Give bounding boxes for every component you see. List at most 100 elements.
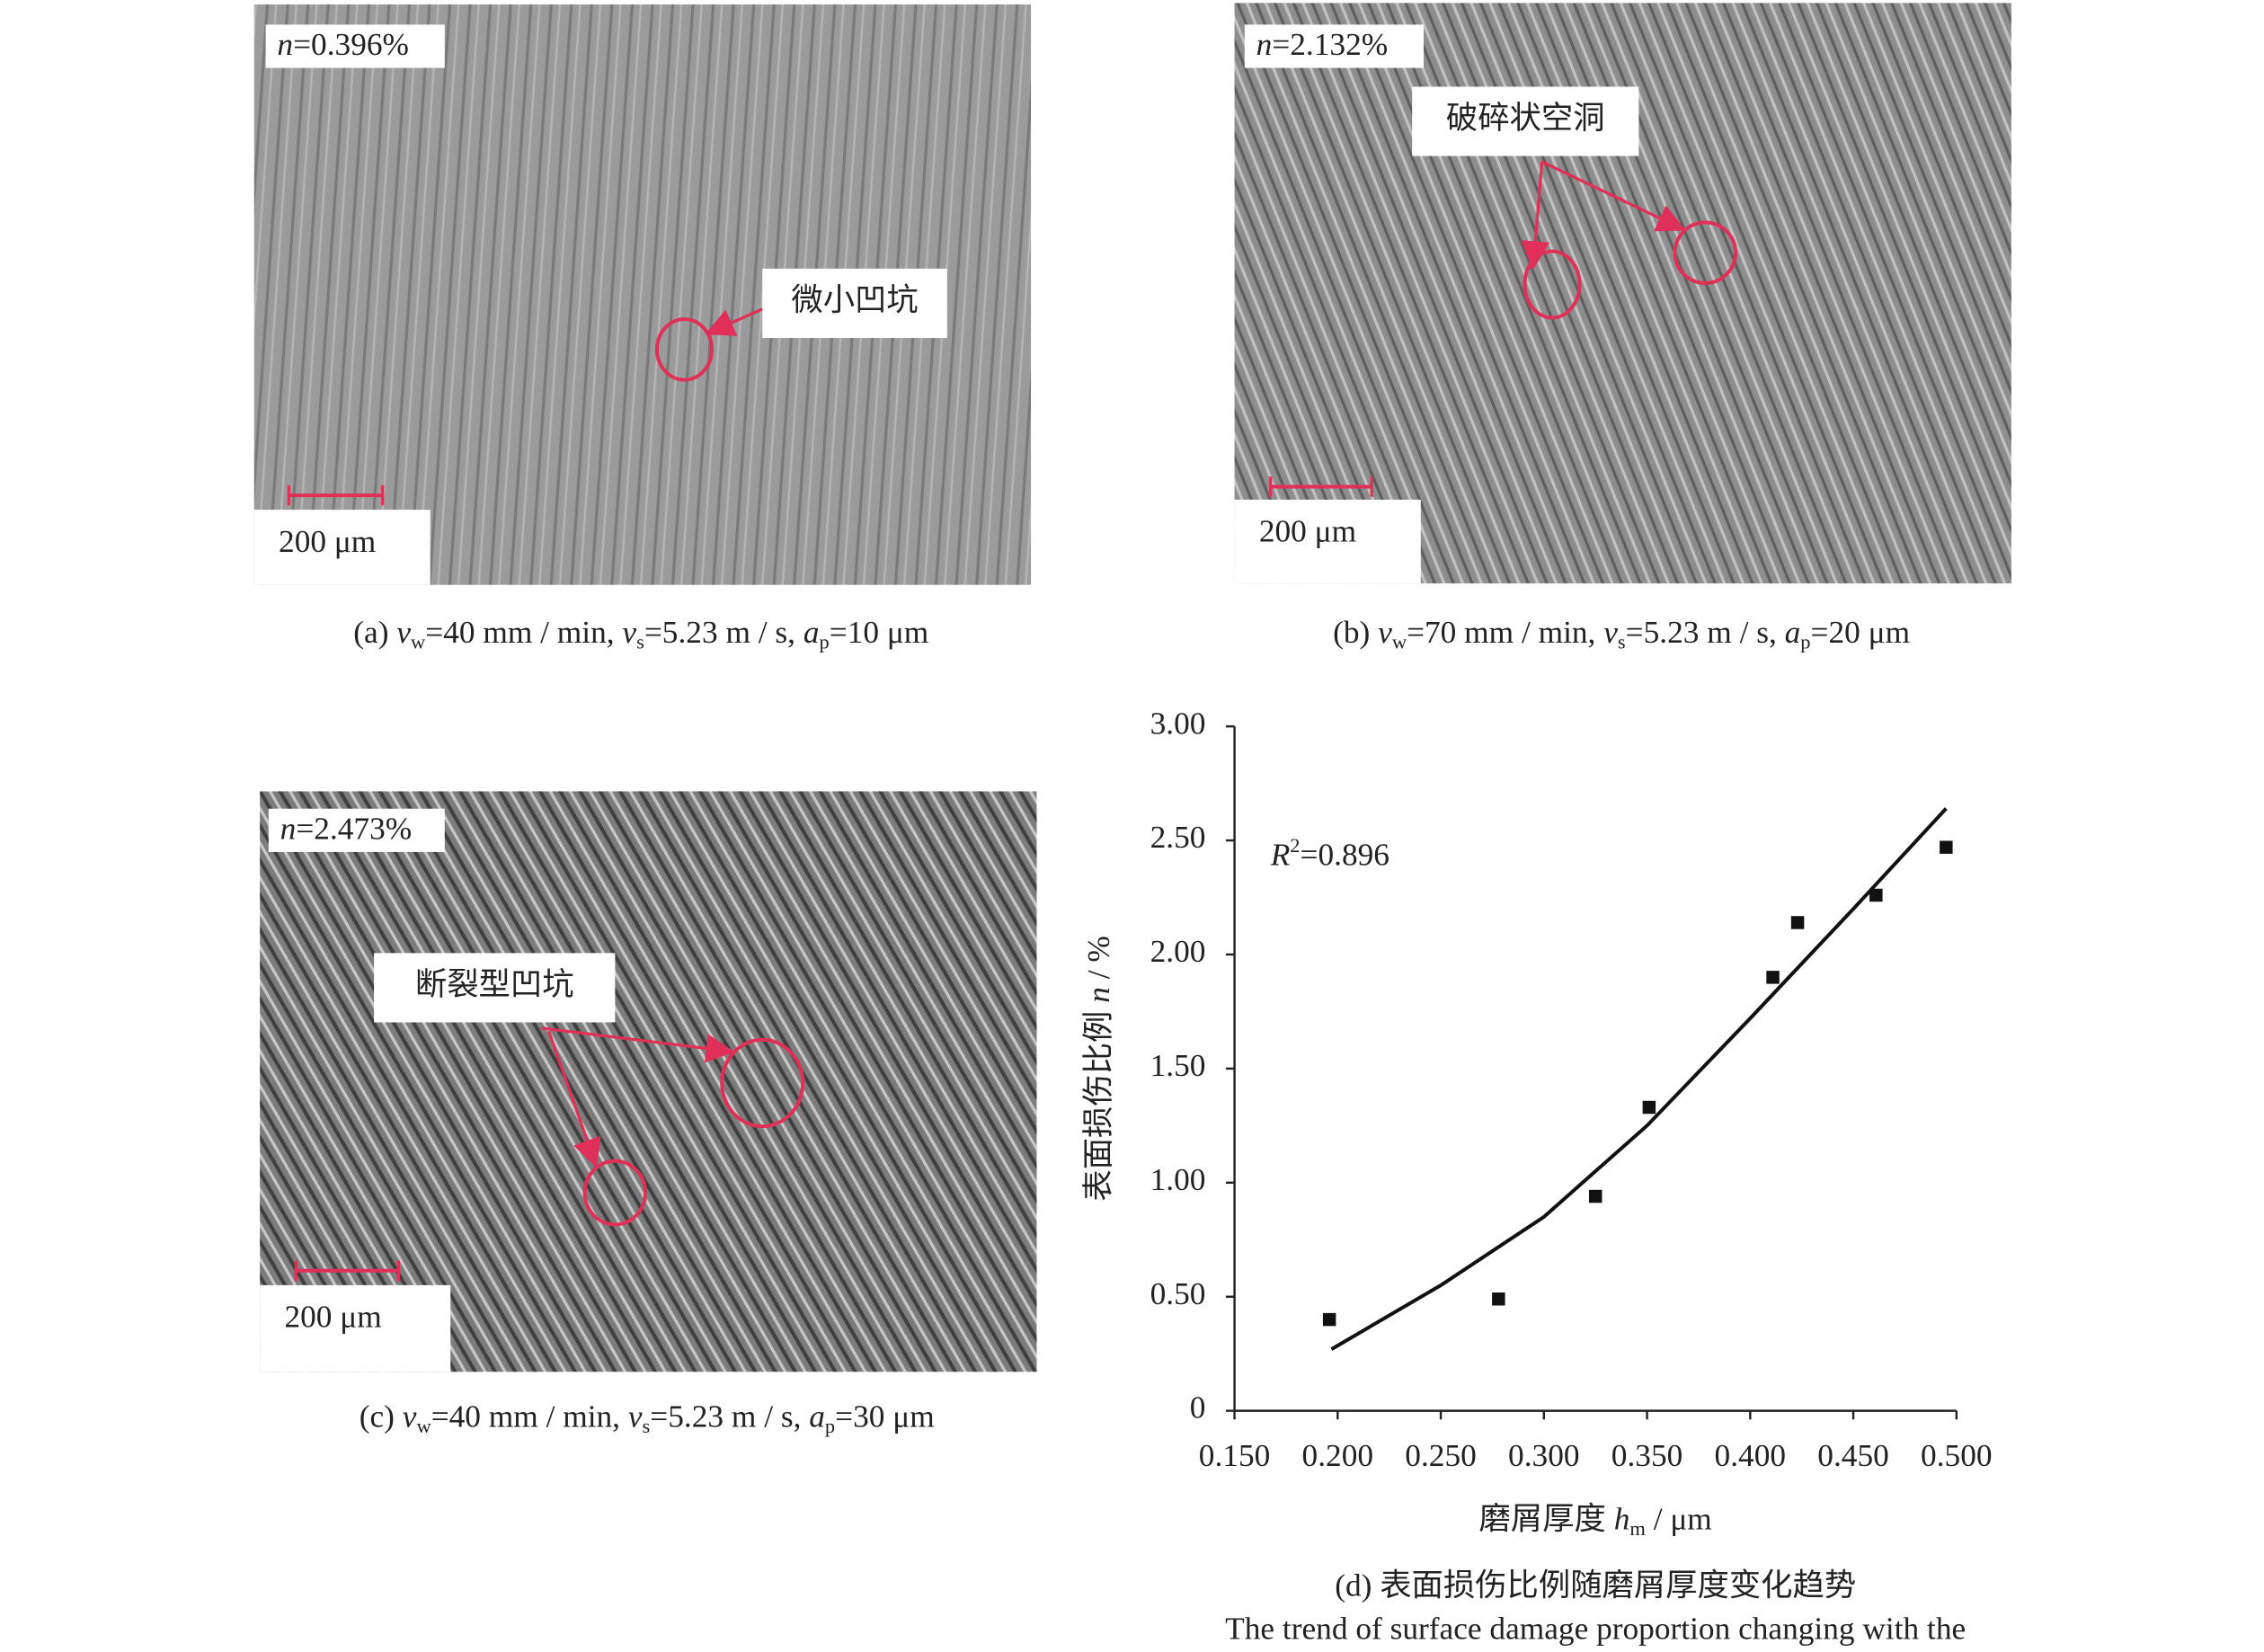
r-squared-part: =0.896 (1301, 837, 1389, 872)
annotation: 破碎状空洞 (1446, 101, 1605, 136)
caption-part: v (403, 1399, 417, 1434)
x-axis-label-part: m (1629, 1517, 1646, 1540)
highlight-circle (654, 317, 715, 382)
n-label-part: n (280, 812, 297, 847)
x-tick-label: 0.300 (1508, 1438, 1580, 1473)
n-label-part: n (277, 27, 293, 62)
annotation-box (1412, 86, 1639, 156)
x-axis-label-part: 磨屑厚度 (1479, 1501, 1614, 1536)
caption-part: w (411, 631, 426, 653)
caption-part: s (643, 1415, 651, 1437)
y-tick-label: 1.50 (1150, 1048, 1206, 1083)
caption-english: The trend of surface damage proportion c… (1225, 1612, 1966, 1647)
point (1492, 1292, 1505, 1306)
point (1322, 1312, 1336, 1327)
r-squared-part: R (1270, 837, 1291, 872)
y-tick-label: 0.50 (1150, 1276, 1206, 1311)
caption-part: v (628, 1399, 643, 1434)
x-axis-label-part: / μm (1646, 1501, 1712, 1536)
point (1588, 1189, 1603, 1203)
scale-box (253, 510, 431, 585)
caption-part: p (820, 631, 830, 653)
n-label-box (1244, 24, 1425, 68)
caption-part: =70 mm / min, (1407, 615, 1603, 650)
caption-part: v (1378, 615, 1392, 650)
x-tick-label: 0.350 (1611, 1438, 1683, 1473)
caption-part: a (803, 615, 820, 650)
arrow (1521, 161, 1550, 271)
x-tick-label: 0.250 (1405, 1438, 1477, 1473)
scale-label: 200 μm (279, 524, 376, 559)
point (1766, 971, 1780, 984)
y-tick-label: 0 (1190, 1390, 1206, 1426)
caption-part: =40 mm / min, (425, 615, 622, 650)
y-axis-label-part: n (1081, 987, 1116, 1003)
annotation-box (762, 268, 947, 339)
caption-part: =20 μm (1811, 615, 1911, 650)
y-axis-label: 表面损伤比例 n / % (1081, 936, 1116, 1201)
caption-part: a (809, 1399, 825, 1434)
micrograph (260, 791, 1037, 1372)
x-tick-label: 0.400 (1715, 1438, 1787, 1473)
x-axis-label: 磨屑厚度 hm / μm (1479, 1501, 1712, 1540)
scale-box (260, 1284, 451, 1372)
n-label-part: n (1256, 27, 1273, 62)
y-tick-label: 3.00 (1150, 706, 1206, 741)
caption-part: a (1785, 615, 1801, 650)
caption-part: w (416, 1415, 431, 1437)
annotation-box (374, 953, 616, 1023)
caption-part: (c) (360, 1399, 403, 1434)
y-tick-label: 1.00 (1150, 1162, 1206, 1197)
highlight-circle (582, 1159, 648, 1227)
arrow (1541, 160, 1686, 232)
caption-part: v (622, 615, 636, 650)
r-squared: R2=0.896 (1270, 834, 1389, 872)
scale-label: 200 μm (1259, 514, 1356, 549)
arrow (705, 307, 763, 336)
scale-box (1234, 499, 1421, 584)
caption: (b) vw=70 mm / min, vs=5.23 m / s, ap=20… (1333, 615, 1910, 653)
caption-part: =5.23 m / s, (650, 1399, 809, 1434)
caption: (a) vw=40 mm / min, vs=5.23 m / s, ap=10… (353, 615, 928, 653)
trend-line (1330, 807, 1948, 1351)
n-label-part: =0.396% (293, 27, 409, 62)
point (1642, 1100, 1656, 1115)
arrow (541, 1026, 735, 1063)
n-label-box (268, 808, 445, 852)
caption-part: =40 mm / min, (431, 1399, 628, 1434)
caption-part: (a) (353, 615, 396, 650)
caption-part: =5.23 m / s, (1626, 615, 1785, 650)
caption-part: v (1603, 615, 1618, 650)
y-axis-label-part: / % (1081, 936, 1116, 987)
y-tick-label: 2.00 (1150, 934, 1206, 969)
highlight-circle (1673, 220, 1738, 285)
highlight-circle (1523, 249, 1582, 320)
caption-part: v (396, 615, 411, 650)
caption-part: w (1392, 631, 1407, 653)
y-tick-label: 2.50 (1150, 820, 1206, 855)
caption-part: s (1618, 631, 1626, 653)
r-squared-part: 2 (1290, 834, 1300, 857)
caption: (c) vw=40 mm / min, vs=5.23 m / s, ap=30… (360, 1399, 935, 1437)
annotation: 微小凹坑 (791, 283, 918, 318)
point (1940, 840, 1953, 854)
caption-part: (b) (1333, 615, 1378, 650)
caption-part: p (1800, 631, 1810, 653)
caption-part: =30 μm (835, 1399, 935, 1434)
caption-part: =10 μm (830, 615, 929, 650)
n-label-part: =2.132% (1272, 27, 1388, 62)
annotation: 断裂型凹坑 (415, 967, 574, 1002)
y-axis-label-part: 表面损伤比例 (1081, 1003, 1116, 1202)
n-label-box (265, 24, 445, 68)
n-label: n=2.473% (280, 812, 413, 847)
caption-part: =5.23 m / s, (644, 615, 803, 650)
caption: (d) 表面损伤比例随磨屑厚度变化趋势 (1335, 1568, 1856, 1603)
n-label: n=0.396% (277, 27, 409, 62)
x-tick-label: 0.150 (1199, 1438, 1271, 1473)
point (1869, 888, 1883, 902)
x-tick-label: 0.500 (1921, 1438, 1993, 1473)
point (1790, 916, 1805, 929)
highlight-circle (720, 1037, 805, 1129)
